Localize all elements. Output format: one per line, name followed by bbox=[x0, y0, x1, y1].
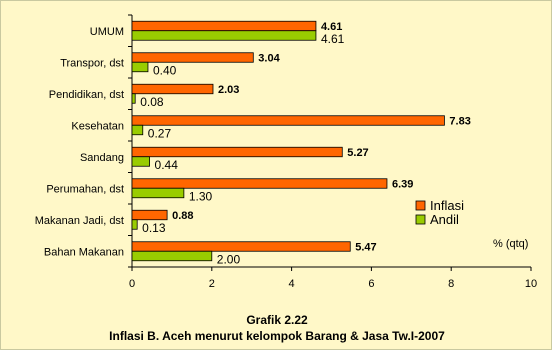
bar-inflasi bbox=[131, 83, 214, 95]
bar-inflasi bbox=[131, 241, 351, 252]
bar-andil bbox=[131, 93, 136, 104]
bar-inflasi bbox=[131, 52, 254, 63]
bar-inflasi bbox=[131, 146, 343, 158]
data-label-andil: 0.13 bbox=[142, 221, 166, 235]
category-label: UMUM bbox=[90, 26, 124, 38]
bar-inflasi bbox=[131, 209, 168, 221]
data-label-inflasi: 0.88 bbox=[172, 210, 193, 222]
data-label-andil: 0.08 bbox=[140, 95, 164, 109]
bar-inflasi bbox=[131, 178, 388, 189]
x-tick-label: 10 bbox=[525, 278, 537, 290]
bars bbox=[131, 20, 445, 262]
data-label-inflasi: 5.47 bbox=[355, 241, 376, 253]
x-tick-label: 2 bbox=[209, 278, 215, 290]
chart-subtitle: Inflasi B. Aceh menurut kelompok Barang … bbox=[109, 329, 445, 343]
unit-label: % (qtq) bbox=[493, 238, 528, 250]
category-label: Kesehatan bbox=[71, 120, 124, 132]
data-label-inflasi: 2.03 bbox=[218, 84, 239, 96]
category-label: Makanan Jadi, dst bbox=[35, 215, 124, 227]
data-label-andil: 0.27 bbox=[148, 126, 172, 140]
x-tick-label: 8 bbox=[448, 278, 454, 290]
category-label: Sandang bbox=[80, 152, 124, 164]
bar-andil bbox=[131, 156, 150, 167]
category-label: Bahan Makanan bbox=[44, 246, 124, 258]
x-tick-label: 0 bbox=[129, 278, 135, 290]
data-label-andil: 2.00 bbox=[217, 252, 241, 266]
bar-inflasi bbox=[131, 20, 317, 32]
legend-label-inflasi: Inflasi bbox=[430, 198, 464, 213]
x-tick-label: 6 bbox=[368, 278, 374, 290]
legend-swatch-inflasi bbox=[415, 200, 426, 211]
legend-label-andil: Andil bbox=[430, 212, 459, 227]
data-label-andil: 1.30 bbox=[189, 189, 213, 203]
data-label-inflasi: 4.61 bbox=[321, 21, 342, 33]
data-label-andil: 0.40 bbox=[153, 63, 177, 77]
chart-title: Grafik 2.22 bbox=[246, 313, 308, 327]
data-label-inflasi: 6.39 bbox=[392, 178, 413, 190]
bar-andil bbox=[131, 30, 317, 41]
tick-labels: 0 2 4 6 8 10 UMUM Transpor, dst Pendidikan, dst K… bbox=[35, 26, 537, 290]
bar-andil bbox=[131, 250, 213, 262]
data-label-inflasi: 7.83 bbox=[449, 115, 470, 127]
bar-andil bbox=[131, 61, 149, 73]
data-label-inflasi: 3.04 bbox=[258, 52, 280, 64]
legend-swatch-andil bbox=[415, 214, 426, 225]
data-label-inflasi: 5.27 bbox=[347, 147, 368, 159]
data-label-andil: 4.61 bbox=[321, 32, 345, 46]
bar-inflasi bbox=[131, 115, 445, 126]
bar-andil bbox=[131, 187, 185, 199]
category-label: Perumahan, dst bbox=[46, 183, 124, 195]
bar-andil bbox=[131, 219, 138, 230]
category-label: Pendidikan, dst bbox=[49, 89, 124, 101]
x-tick-label: 4 bbox=[289, 278, 295, 290]
category-label: Transpor, dst bbox=[60, 57, 124, 69]
value-labels: 4.614.61 3.04 0.40 2.03 0.08 7.83 0.27 5.27 0.44… bbox=[140, 21, 471, 267]
data-label-andil: 0.44 bbox=[155, 158, 179, 172]
bar-andil bbox=[131, 124, 144, 136]
